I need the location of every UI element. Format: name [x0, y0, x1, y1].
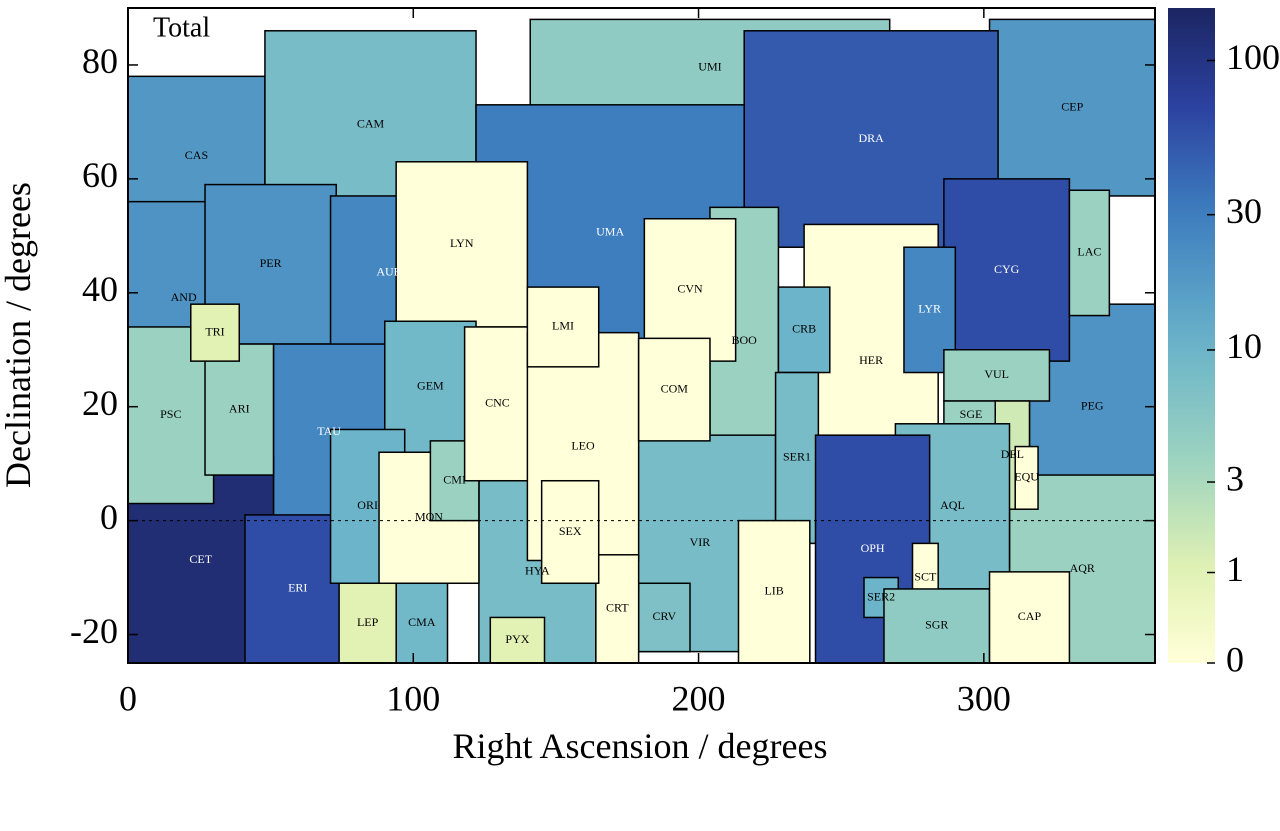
- constellation-label: AQL: [940, 498, 965, 512]
- constellation-region: [1014, 445, 1039, 510]
- constellation-region: [338, 582, 397, 664]
- constellation-label: CRT: [606, 601, 629, 615]
- colorbar-tick-label: 0: [1226, 639, 1244, 679]
- y-tick-label: 80: [82, 41, 118, 81]
- constellation-label: OPH: [861, 541, 885, 555]
- y-tick-label: 0: [100, 497, 118, 537]
- constellation-label: CNC: [485, 396, 510, 410]
- constellation-region: [463, 326, 531, 482]
- colorbar-tick-label: 30: [1226, 191, 1262, 231]
- constellation-region: [540, 479, 600, 585]
- constellation-label: ORI: [357, 498, 378, 512]
- constellation-region: [988, 571, 1071, 664]
- constellation-region: [637, 337, 711, 442]
- constellation-label: UMA: [596, 225, 624, 239]
- y-tick-label: 40: [82, 269, 118, 309]
- x-tick-label: 200: [672, 678, 726, 718]
- constellation-label: CVN: [677, 282, 703, 296]
- constellation-region: [395, 161, 529, 328]
- x-tick-label: 0: [119, 678, 137, 718]
- constellation-label: VUL: [984, 367, 1009, 381]
- constellation-label: ARI: [229, 401, 250, 415]
- y-tick-label: -20: [70, 611, 118, 651]
- constellation-region: [737, 519, 811, 664]
- colorbar-tick-label: 1: [1226, 549, 1244, 589]
- constellation-label: CEP: [1061, 99, 1083, 113]
- constellation-label: CET: [189, 552, 212, 566]
- constellation-region: [395, 582, 449, 664]
- constellation-label: SER1: [783, 450, 811, 464]
- x-tick-label: 300: [957, 678, 1011, 718]
- constellation-label: PER: [260, 256, 282, 270]
- constellation-region: [988, 18, 1156, 197]
- constellation-label: LEP: [357, 615, 379, 629]
- constellation-label: LAC: [1077, 245, 1101, 259]
- constellation-label: SGR: [925, 618, 948, 632]
- plot-frame: [127, 7, 1156, 664]
- constellation-label: CAP: [1018, 609, 1042, 623]
- constellation-label: SEX: [559, 524, 582, 538]
- constellation-label: HYA: [525, 564, 550, 578]
- constellation-label: TAU: [317, 424, 341, 438]
- constellation-label: LYN: [450, 236, 474, 250]
- constellation-label: PEG: [1081, 398, 1104, 412]
- constellation-label: PYX: [505, 632, 529, 646]
- constellation-label: CMI: [443, 472, 466, 486]
- constellation-label: AND: [171, 290, 197, 304]
- constellation-label: TRI: [205, 324, 224, 338]
- constellation-region: [526, 286, 600, 368]
- constellation-label: LMI: [552, 319, 574, 333]
- constellation-label: CRB: [792, 322, 816, 336]
- constellation-region: [489, 616, 546, 664]
- constellation-label: COM: [661, 381, 689, 395]
- constellation-label: ERI: [288, 581, 307, 595]
- colorbar-tick-label: 100: [1226, 37, 1280, 77]
- constellation-label: PSC: [160, 407, 181, 421]
- constellation-label: DRA: [858, 131, 884, 145]
- constellation-label: SGE: [960, 407, 983, 421]
- constellation-label: AUR: [376, 265, 401, 279]
- constellation-label: SER2: [867, 589, 895, 603]
- constellation-label: CMA: [408, 615, 436, 629]
- x-tick-label: 100: [386, 678, 440, 718]
- constellation-region: [943, 348, 1051, 402]
- constellation-label: HER: [859, 353, 883, 367]
- constellation-label: LIB: [764, 584, 783, 598]
- colorbar-tick-label: 3: [1226, 458, 1244, 498]
- constellation-label: SCT: [914, 569, 937, 583]
- constellation-label: CAM: [357, 117, 385, 131]
- constellation-label: VIR: [690, 535, 711, 549]
- constellation-label: CYG: [994, 262, 1020, 276]
- constellation-label: DEL: [1001, 447, 1024, 461]
- constellation-region: [595, 554, 640, 664]
- constellation-label: BOO: [732, 333, 758, 347]
- constellation-region: [883, 588, 991, 664]
- y-tick-label: 20: [82, 383, 118, 423]
- y-axis-label: Declination / degrees: [0, 182, 38, 488]
- constellation-region: [1068, 189, 1111, 317]
- constellation-label: LEO: [571, 438, 595, 452]
- y-tick-label: 60: [82, 155, 118, 195]
- constellation-label: EQU: [1014, 470, 1039, 484]
- colorbar: [1168, 8, 1215, 663]
- constellation-label: GEM: [417, 379, 444, 393]
- chart-title: Total: [153, 12, 210, 43]
- constellation-label: CAS: [185, 148, 208, 162]
- constellation-region: [190, 303, 241, 362]
- constellation-region: [943, 178, 1071, 362]
- colorbar-tick-label: 10: [1226, 326, 1262, 366]
- x-axis-label: Right Ascension / degrees: [453, 726, 828, 766]
- constellation-label: UMI: [698, 60, 721, 74]
- constellation-label: MON: [415, 510, 443, 524]
- constellation-label: CRV: [652, 609, 676, 623]
- constellation-label: LYR: [918, 302, 941, 316]
- constellation-label: AQR: [1070, 561, 1095, 575]
- constellation-region: [204, 343, 275, 476]
